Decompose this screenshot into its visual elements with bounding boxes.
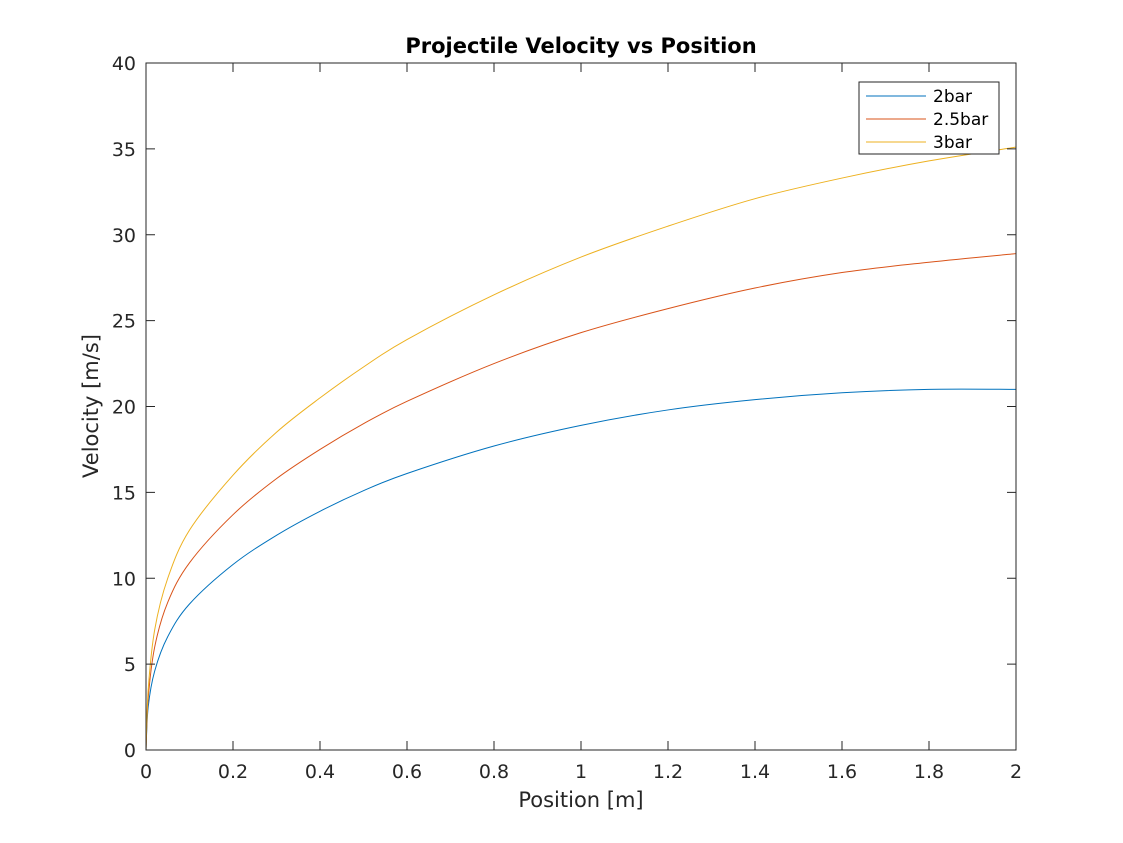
y-tick-label: 25 <box>112 311 136 333</box>
y-tick-label: 35 <box>112 139 136 161</box>
x-tick-label: 1.8 <box>914 761 944 783</box>
x-tick-label: 0.4 <box>305 761 335 783</box>
x-tick-label: 1.4 <box>740 761 770 783</box>
x-axis-label: Position [m] <box>518 788 643 812</box>
axis-ticks: 0 0.2 0.4 0.6 0.8 1 1.2 1.4 1.6 1.8 20510152025303… <box>112 53 1022 783</box>
x-tick-label: 0.6 <box>392 761 422 783</box>
legend-label-2.5bar: 2.5bar <box>933 110 988 130</box>
y-tick-label: 5 <box>124 654 136 676</box>
series-line-2bar <box>145 388 1017 751</box>
x-tick-label: 2 <box>1010 761 1022 783</box>
plot-area <box>146 63 1016 750</box>
x-tick-label: 1 <box>575 761 587 783</box>
x-tick-label: 0 <box>140 761 152 783</box>
y-tick-label: 20 <box>112 397 136 419</box>
y-axis-label: Velocity [m/s] <box>79 334 103 478</box>
x-tick-label: 1.6 <box>827 761 857 783</box>
y-tick-label: 30 <box>112 225 136 247</box>
series-lines <box>145 146 1017 751</box>
y-tick-label: 0 <box>124 740 136 762</box>
legend-label-2bar: 2bar <box>933 87 972 107</box>
y-tick-label: 15 <box>112 482 136 504</box>
y-tick-label: 40 <box>112 53 136 75</box>
y-tick-label: 10 <box>112 568 136 590</box>
x-tick-label: 0.2 <box>218 761 248 783</box>
series-line-3bar <box>145 146 1017 751</box>
legend: 2bar 2.5bar 3bar <box>858 81 1000 155</box>
x-tick-label: 1.2 <box>653 761 683 783</box>
x-tick-label: 0.8 <box>479 761 509 783</box>
series-line-2.5bar <box>145 253 1017 751</box>
chart-title: Projectile Velocity vs Position <box>405 34 756 58</box>
legend-label-3bar: 3bar <box>933 133 972 153</box>
